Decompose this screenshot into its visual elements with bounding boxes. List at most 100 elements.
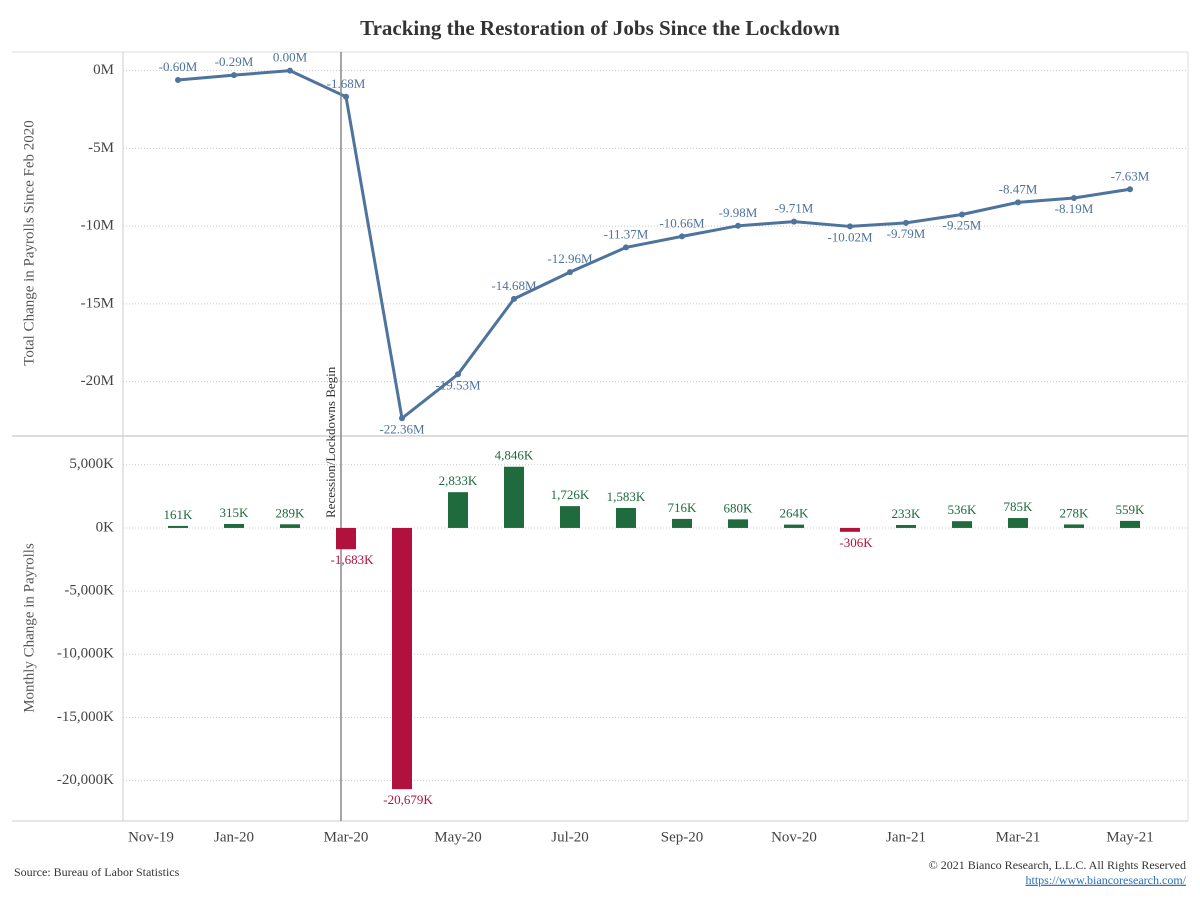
point (1015, 199, 1021, 206)
x-tick-label: May-21 (1106, 829, 1154, 845)
bar (616, 507, 636, 528)
data-label: -1,683K (331, 552, 375, 567)
data-label: 1,726K (551, 487, 590, 502)
y-tick-label: -15M (81, 295, 114, 311)
data-label: 680K (724, 500, 754, 515)
y-axis-title: Monthly Change in Payrolls (21, 543, 37, 713)
data-label: -8.47M (999, 181, 1038, 196)
y-tick-label: -10M (81, 218, 114, 234)
data-label: -9.98M (719, 205, 758, 220)
point (567, 269, 573, 276)
data-label: 315K (220, 505, 250, 520)
y-tick-label: -5,000K (64, 583, 114, 599)
point (455, 371, 461, 378)
y-tick-label: -5M (88, 140, 114, 156)
data-label: 0.00M (273, 50, 308, 65)
data-label: 2,833K (439, 473, 478, 488)
data-label: 289K (276, 505, 306, 520)
y-tick-label: -20,000K (57, 772, 114, 788)
data-label: 1,583K (607, 489, 646, 504)
point (847, 223, 853, 230)
point (791, 218, 797, 225)
data-label: 716K (668, 500, 698, 515)
data-label: -8.19M (1055, 201, 1094, 216)
data-label: -9.71M (775, 201, 814, 216)
x-tick-label: Jan-20 (214, 829, 254, 845)
data-label: 161K (164, 507, 194, 522)
data-label: -10.02M (827, 229, 873, 244)
bar (672, 518, 692, 528)
x-tick-label: Jul-20 (551, 829, 589, 845)
bar (448, 492, 468, 528)
bar (952, 521, 972, 528)
copyright: © 2021 Bianco Research, L.L.C. All Right… (929, 858, 1186, 872)
data-label: 264K (780, 506, 810, 521)
point (1071, 194, 1077, 201)
x-tick-label: Nov-20 (771, 829, 817, 845)
point (175, 76, 181, 83)
bar (1064, 524, 1084, 528)
data-label: 233K (892, 506, 922, 521)
chart-title: Tracking the Restoration of Jobs Since t… (360, 16, 840, 40)
point (287, 67, 293, 74)
data-label: -19.53M (435, 377, 481, 392)
data-label: -1.68M (327, 76, 366, 91)
bar (560, 506, 580, 528)
data-label: 4,846K (495, 448, 534, 463)
url-link[interactable]: https://www.biancoresearch.com/ (1025, 873, 1186, 887)
bar (224, 523, 244, 528)
data-label: -22.36M (379, 421, 425, 436)
y-tick-label: -10,000K (57, 646, 114, 662)
x-tick-label: Mar-21 (996, 829, 1041, 845)
point (343, 93, 349, 100)
data-label: -9.25M (943, 217, 982, 232)
bar (336, 527, 356, 550)
bar (1120, 520, 1140, 528)
data-label: 785K (1004, 499, 1034, 514)
x-tick-label: Sep-20 (661, 829, 704, 845)
data-label: -10.66M (659, 215, 705, 230)
bar (840, 527, 860, 532)
bar (392, 527, 412, 790)
point (735, 222, 741, 229)
bar (896, 525, 916, 528)
x-tick-label: Jan-21 (886, 829, 926, 845)
annotation: Recession/Lockdowns Begin (323, 366, 338, 518)
point (399, 415, 405, 422)
point (511, 295, 517, 302)
bar (784, 524, 804, 528)
point (231, 72, 237, 79)
line (177, 69, 1131, 422)
bar (504, 466, 524, 528)
bar (728, 519, 748, 528)
data-label: -7.63M (1111, 168, 1150, 183)
y-tick-label: 0K (96, 519, 115, 535)
y-tick-label: -15,000K (57, 709, 114, 725)
data-label: 559K (1116, 502, 1146, 517)
y-tick-label: 0M (93, 62, 114, 78)
source: Source: Bureau of Labor Statistics (14, 865, 180, 879)
bar (280, 524, 300, 528)
data-label: -12.96M (547, 251, 593, 266)
data-label: -0.60M (159, 59, 198, 74)
data-label: -11.37M (604, 226, 649, 241)
data-label: -14.68M (491, 278, 537, 293)
bar (168, 525, 188, 528)
point (903, 219, 909, 226)
point (959, 211, 965, 218)
data-label: 278K (1060, 505, 1090, 520)
y-axis-title: Total Change in Payrolls Since Feb 2020 (21, 120, 37, 366)
x-tick-label: Nov-19 (128, 829, 174, 845)
data-label: -20,679K (383, 792, 433, 807)
point (679, 233, 685, 240)
data-label: -0.29M (215, 54, 254, 69)
bar (1008, 518, 1028, 528)
data-label: 536K (948, 502, 978, 517)
x-tick-label: May-20 (434, 829, 482, 845)
x-tick-label: Mar-20 (324, 829, 369, 845)
y-tick-label: 5,000K (69, 456, 114, 472)
data-label: -9.79M (887, 226, 926, 241)
y-tick-label: -20M (81, 373, 114, 389)
data-label: -306K (839, 535, 873, 550)
